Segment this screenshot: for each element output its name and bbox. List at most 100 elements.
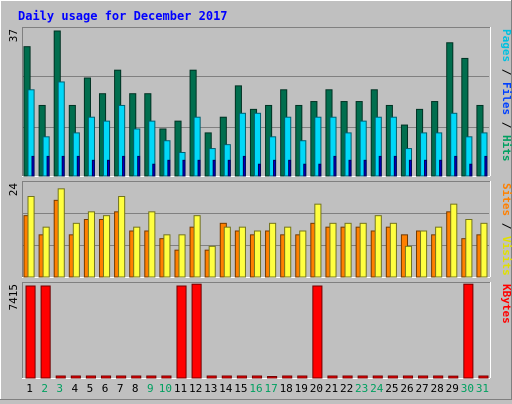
bar-sites-day-22 (344, 222, 352, 278)
bar-sites-day-5 (87, 211, 95, 278)
day-label-27: 27 (415, 382, 428, 395)
day-label-5: 5 (87, 382, 94, 395)
bar-kbytes-day-24 (372, 375, 383, 379)
bar-kbytes-day-15 (236, 375, 247, 379)
bar-files-day-1 (27, 89, 35, 177)
bar-sites-day-15 (238, 226, 246, 278)
bar-sites-day-28 (435, 226, 443, 278)
bar-sites-day-25 (389, 222, 397, 278)
ymax-label: 24 (7, 183, 20, 197)
bar-pages-day-24 (378, 155, 382, 177)
bar-files-day-22 (344, 132, 352, 177)
bar-hits-day-30 (461, 57, 469, 177)
bar-files-day-12 (193, 116, 201, 177)
day-label-1: 1 (26, 382, 33, 395)
day-label-26: 26 (400, 382, 413, 395)
day-label-30: 30 (461, 382, 474, 395)
bar-kbytes-day-5 (85, 375, 96, 379)
bar-kbytes-day-20 (312, 285, 323, 379)
day-label-14: 14 (219, 382, 233, 395)
day-label-8: 8 (132, 382, 139, 395)
series-axis-label: Pages / Files / Hits (500, 29, 512, 162)
day-label-15: 15 (234, 382, 247, 395)
bar-kbytes-day-22 (342, 375, 353, 379)
day-label-25: 25 (385, 382, 398, 395)
bar-pages-day-27 (424, 159, 428, 177)
bar-kbytes-day-4 (70, 375, 81, 379)
day-label-31: 31 (476, 382, 489, 395)
bar-kbytes-day-12 (191, 283, 202, 379)
bar-files-day-8 (133, 128, 141, 177)
series-axis-label: Sites / Visits (500, 183, 512, 276)
bar-pages-day-20 (318, 163, 322, 177)
bar-pages-day-31 (484, 155, 488, 177)
bar-files-day-3 (57, 81, 65, 177)
day-label-2: 2 (41, 382, 48, 395)
bar-sites-day-12 (193, 215, 201, 278)
bar-sites-day-10 (163, 234, 171, 278)
bar-files-day-30 (465, 136, 473, 177)
day-label-11: 11 (174, 382, 187, 395)
series-label-part: / (500, 115, 512, 135)
bar-files-day-10 (163, 140, 171, 177)
day-label-6: 6 (102, 382, 109, 395)
day-label-23: 23 (355, 382, 368, 395)
bar-kbytes-day-13 (206, 375, 217, 379)
day-label-28: 28 (431, 382, 444, 395)
day-label-22: 22 (340, 382, 353, 395)
bar-kbytes-day-14 (221, 375, 232, 379)
bar-pages-day-5 (91, 159, 95, 177)
chart-title: Daily usage for December 2017 (18, 9, 228, 23)
day-label-18: 18 (280, 382, 293, 395)
bar-kbytes-day-6 (100, 375, 112, 379)
bar-pages-day-30 (469, 163, 473, 177)
bar-sites-day-8 (133, 226, 141, 278)
bar-files-day-27 (420, 132, 428, 177)
bar-pages-day-15 (242, 155, 246, 177)
bar-pages-day-21 (333, 155, 337, 177)
bar-files-day-7 (118, 104, 126, 177)
bar-files-day-23 (359, 120, 367, 177)
bar-kbytes-day-18 (282, 375, 293, 379)
bar-files-day-4 (72, 132, 80, 177)
bar-pages-day-28 (439, 159, 443, 177)
bar-pages-day-2 (46, 155, 50, 177)
bar-files-day-28 (435, 132, 443, 177)
bar-sites-day-9 (148, 211, 156, 278)
day-label-19: 19 (295, 382, 308, 395)
series-label-part: Files (500, 82, 512, 115)
bar-sites-day-14 (223, 226, 231, 278)
series-label-part: / (500, 216, 512, 236)
bar-kbytes-day-9 (146, 375, 157, 379)
bar-files-day-15 (238, 112, 246, 177)
bar-pages-day-8 (137, 155, 141, 177)
bar-sites-day-31 (480, 222, 488, 278)
bar-files-day-19 (299, 140, 307, 177)
bar-sites-day-17 (269, 222, 277, 278)
bar-pages-day-17 (273, 159, 277, 177)
bar-sites-day-19 (299, 230, 307, 278)
bar-kbytes-day-3 (55, 375, 66, 379)
day-label-24: 24 (370, 382, 384, 395)
bar-sites-day-29 (450, 203, 458, 278)
bar-sites-day-3 (57, 188, 65, 278)
bar-kbytes-day-1 (25, 285, 36, 379)
day-label-29: 29 (446, 382, 459, 395)
series-label-part: / (500, 62, 512, 82)
bar-kbytes-day-11 (176, 285, 187, 379)
bar-files-day-6 (102, 120, 111, 177)
series-label-part: Pages (500, 29, 512, 62)
day-label-17: 17 (264, 382, 277, 395)
day-label-4: 4 (72, 382, 79, 395)
bar-kbytes-day-17 (267, 376, 278, 379)
series-label-part: Hits (500, 135, 512, 162)
day-label-16: 16 (249, 382, 262, 395)
bar-sites-day-18 (284, 226, 292, 278)
bar-sites-day-11 (178, 234, 186, 278)
bar-pages-day-18 (288, 159, 292, 177)
bar-pages-day-4 (76, 155, 80, 177)
bar-pages-day-6 (106, 159, 110, 177)
bar-files-day-29 (450, 112, 458, 177)
bar-kbytes-day-23 (357, 375, 368, 379)
